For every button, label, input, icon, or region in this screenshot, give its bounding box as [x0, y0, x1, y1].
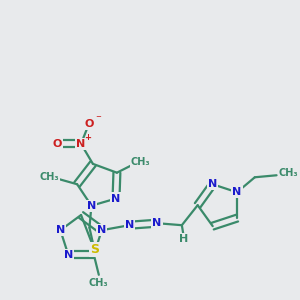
Text: N: N [152, 218, 162, 228]
Text: N: N [208, 179, 217, 189]
Text: +: + [84, 134, 92, 142]
Text: N: N [87, 201, 96, 211]
Text: O: O [52, 139, 62, 149]
Text: CH₃: CH₃ [279, 168, 298, 178]
Text: N: N [97, 225, 106, 235]
Text: CH₃: CH₃ [40, 172, 59, 182]
Text: ⁻: ⁻ [95, 114, 101, 124]
Text: O: O [84, 119, 94, 129]
Text: N: N [64, 250, 73, 260]
Text: CH₃: CH₃ [89, 278, 109, 288]
Text: N: N [125, 220, 134, 230]
Text: S: S [90, 243, 99, 256]
Text: N: N [56, 225, 65, 235]
Text: CH₃: CH₃ [131, 157, 150, 167]
Text: N: N [111, 194, 121, 203]
Text: N: N [232, 187, 242, 197]
Text: H: H [179, 234, 188, 244]
Text: N: N [76, 139, 85, 149]
